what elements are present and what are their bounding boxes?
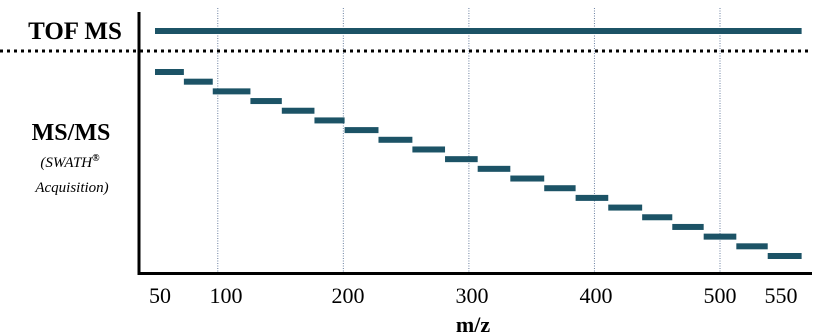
swath-window-7 (344, 127, 379, 134)
swath-window-12 (510, 175, 545, 182)
swath-window-11 (477, 165, 511, 172)
gridlines (217, 8, 721, 272)
swath-window-18 (703, 233, 737, 240)
x-tick-label-200: 200 (332, 283, 365, 308)
x-tick-label-100: 100 (210, 283, 243, 308)
x-tick-label-50: 50 (149, 283, 171, 308)
swath-window-3 (212, 88, 251, 95)
swath-window-15 (608, 204, 643, 211)
swath-window-10 (445, 156, 478, 163)
swath-window-4 (250, 98, 282, 105)
tof-ms-label: TOF MS (28, 18, 122, 45)
registered-mark: ® (92, 153, 100, 164)
x-tick-label-550: 550 (765, 283, 798, 308)
x-axis-label: m/z (456, 312, 490, 336)
swath-window-19 (736, 243, 768, 250)
swath-label-line2: Acquisition) (34, 180, 108, 196)
swath-window-20 (767, 253, 802, 259)
swath-window-16 (642, 214, 673, 221)
swath-window-8 (378, 136, 413, 143)
x-tick-label-500: 500 (704, 283, 737, 308)
swath-window-9 (412, 146, 446, 153)
swath-window-13 (544, 185, 576, 192)
x-tick-label-300: 300 (456, 283, 489, 308)
tof-ms-bar (155, 28, 802, 34)
swath-window-2 (183, 78, 213, 85)
swath-window-17 (672, 223, 704, 230)
swath-window-6 (314, 117, 345, 124)
bars (155, 28, 802, 259)
swath-text: (SWATH (40, 155, 93, 171)
swath-label-line1: (SWATH® (40, 153, 100, 171)
x-tick-labels: 50 100 200 300 400 500 550 (149, 283, 798, 308)
swath-window-14 (575, 194, 609, 201)
swath-window-5 (281, 107, 315, 114)
msms-label: MS/MS (32, 120, 111, 146)
swath-window-1 (155, 69, 184, 75)
x-tick-label-400: 400 (580, 283, 613, 308)
